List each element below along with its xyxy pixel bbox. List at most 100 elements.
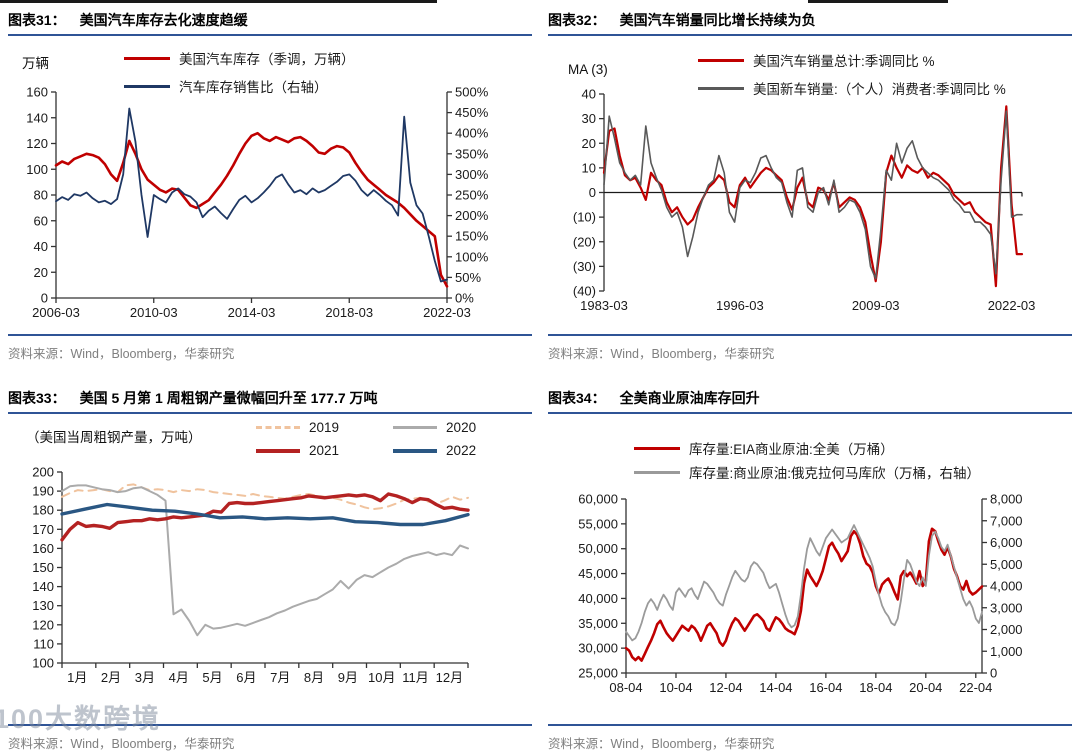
svg-text:12月: 12月 xyxy=(436,670,463,685)
left-axis-unit-label: 万辆 xyxy=(22,56,49,71)
chart-legend: 美国汽车销量总计:季调同比 % 美国新车销量:（个人）消费者:季调同比 % xyxy=(698,50,1006,106)
svg-text:11月: 11月 xyxy=(402,670,429,685)
chart-area: 0 20 40 60 80 100 120 140 160 0% 50% 100% 150% 200% 25… xyxy=(8,36,532,334)
legend-label: 美国汽车库存（季调，万辆） xyxy=(179,52,355,67)
svg-text:400%: 400% xyxy=(455,126,489,141)
svg-text:160: 160 xyxy=(32,541,54,556)
legend-item: 美国汽车销量总计:季调同比 % xyxy=(698,50,1006,70)
figure-title: 图表31： 美国汽车库存去化速度趋缓 xyxy=(8,6,532,36)
chart-area: 25,000 30,000 35,000 40,000 45,000 50,000 55,0… xyxy=(548,414,1072,724)
figure-31-us-auto-inventory: 图表31： 美国汽车库存去化速度趋缓 0 20 40 60 80 100 120 140 160 0… xyxy=(8,6,532,365)
figure-number: 图表31： xyxy=(8,12,66,28)
svg-text:1月: 1月 xyxy=(67,670,87,685)
chart-area: (40) (30) (20) (10) 0 10 20 30 40 1983-03 1996-03 2… xyxy=(548,36,1072,334)
svg-text:6月: 6月 xyxy=(236,670,256,685)
svg-text:120: 120 xyxy=(32,617,54,632)
svg-text:16-04: 16-04 xyxy=(809,680,842,695)
svg-text:1,000: 1,000 xyxy=(990,644,1023,659)
svg-text:45,000: 45,000 xyxy=(578,566,618,581)
figure-32-us-auto-sales-yoy: 图表32： 美国汽车销量同比增长持续为负 (40) (30) (20) (10) 0 10 2… xyxy=(548,6,1072,365)
svg-text:2022-03: 2022-03 xyxy=(423,305,471,320)
svg-text:130: 130 xyxy=(32,598,54,613)
axis-unit-label: （美国当周粗钢产量，万吨） xyxy=(26,430,202,445)
svg-text:250%: 250% xyxy=(455,188,489,203)
svg-text:80: 80 xyxy=(34,188,48,203)
source-note: 资料来源：Wind，Bloomberg，华泰研究 xyxy=(8,724,532,755)
legend-item: 库存量:商业原油:俄克拉何马库欣（万桶，右轴） xyxy=(634,462,980,482)
legend-line-red xyxy=(698,58,744,62)
svg-text:160: 160 xyxy=(26,85,48,100)
figure-number: 图表34： xyxy=(548,390,606,406)
legend-line-red xyxy=(634,446,680,450)
svg-text:10-04: 10-04 xyxy=(659,680,692,695)
figure-title: 图表34： 全美商业原油库存回升 xyxy=(548,384,1072,414)
chart-area: 100 110 120 130 140 150 160 170 180 190 200 1月 2月 3月 4… xyxy=(8,414,532,724)
legend-item: 汽车库存销售比（右轴） xyxy=(124,76,355,96)
svg-text:2010-03: 2010-03 xyxy=(130,305,178,320)
figure-title: 图表32： 美国汽车销量同比增长持续为负 xyxy=(548,6,1072,36)
figure-34-us-crude-oil-inventory: 图表34： 全美商业原油库存回升 25,000 30,000 35,000 40,000… xyxy=(548,384,1072,755)
svg-text:(40): (40) xyxy=(573,284,596,299)
legend-label: 2022 xyxy=(446,443,477,458)
source-text: 资料来源：Wind，Bloomberg，华泰研究 xyxy=(548,347,775,361)
svg-text:3月: 3月 xyxy=(135,670,155,685)
legend-line-navy xyxy=(124,84,170,88)
svg-text:140: 140 xyxy=(32,579,54,594)
page-top-divider-left xyxy=(0,0,437,3)
legend-label: 2020 xyxy=(446,420,477,435)
svg-text:170: 170 xyxy=(32,522,54,537)
legend-line-2021-red xyxy=(256,448,300,453)
svg-text:40,000: 40,000 xyxy=(578,591,618,606)
svg-text:55,000: 55,000 xyxy=(578,516,618,531)
svg-text:(10): (10) xyxy=(573,210,596,225)
svg-text:(20): (20) xyxy=(573,234,596,249)
svg-text:2月: 2月 xyxy=(101,670,121,685)
figure-title-text: 全美商业原油库存回升 xyxy=(619,390,760,406)
line-chart-auto-sales-yoy: (40) (30) (20) (10) 0 10 20 30 40 1983-03 1996-03 2… xyxy=(573,87,1036,314)
svg-text:4,000: 4,000 xyxy=(990,579,1023,594)
svg-text:7,000: 7,000 xyxy=(990,513,1023,528)
svg-text:2014-03: 2014-03 xyxy=(228,305,276,320)
svg-text:180: 180 xyxy=(32,503,54,518)
source-text: 资料来源：Wind，Bloomberg，华泰研究 xyxy=(8,347,235,361)
legend-item: 2019 xyxy=(256,420,339,435)
legend-line-red xyxy=(124,56,170,60)
svg-text:18-04: 18-04 xyxy=(859,680,892,695)
legend-item: 2022 xyxy=(393,443,476,458)
svg-text:14-04: 14-04 xyxy=(759,680,792,695)
line-chart-crude-inventory: 25,000 30,000 35,000 40,000 45,000 50,000 55,0… xyxy=(578,492,1023,696)
svg-text:0: 0 xyxy=(41,291,48,306)
svg-text:450%: 450% xyxy=(455,105,489,120)
figure-33-us-crude-steel-output: 图表33： 美国 5 月第 1 周粗钢产量微幅回升至 177.7 万吨 100 11… xyxy=(8,384,532,755)
source-text: 资料来源：Wind，Bloomberg，华泰研究 xyxy=(8,737,235,751)
svg-text:200: 200 xyxy=(32,465,54,480)
svg-text:110: 110 xyxy=(33,636,54,651)
svg-text:2018-03: 2018-03 xyxy=(325,305,373,320)
legend-item: 美国新车销量:（个人）消费者:季调同比 % xyxy=(698,78,1006,98)
chart-legend: 2019 2020 2021 2022 xyxy=(256,420,476,466)
svg-text:20-04: 20-04 xyxy=(909,680,942,695)
svg-text:2006-03: 2006-03 xyxy=(32,305,80,320)
page-top-divider-right xyxy=(808,0,948,3)
svg-text:140: 140 xyxy=(26,110,48,125)
svg-text:40: 40 xyxy=(34,239,48,254)
svg-text:20: 20 xyxy=(34,265,48,280)
legend-line-2022-blue xyxy=(393,448,438,453)
svg-text:4月: 4月 xyxy=(169,670,189,685)
legend-label: 汽车库存销售比（右轴） xyxy=(179,80,328,95)
legend-item: 美国汽车库存（季调，万辆） xyxy=(124,48,355,68)
legend-item: 库存量:EIA商业原油:全美（万桶） xyxy=(634,438,980,458)
svg-text:150%: 150% xyxy=(455,229,489,244)
svg-text:100: 100 xyxy=(26,162,48,177)
legend-label: 2019 xyxy=(309,420,340,435)
svg-text:190: 190 xyxy=(32,484,54,499)
figure-title-text: 美国汽车库存去化速度趋缓 xyxy=(79,12,248,28)
svg-text:1996-03: 1996-03 xyxy=(716,298,764,313)
svg-text:100%: 100% xyxy=(455,249,489,264)
legend-label: 美国汽车销量总计:季调同比 % xyxy=(753,54,935,69)
svg-text:200%: 200% xyxy=(455,208,489,223)
svg-text:8,000: 8,000 xyxy=(990,492,1023,507)
svg-text:40: 40 xyxy=(582,87,596,102)
svg-text:2022-03: 2022-03 xyxy=(988,298,1036,313)
svg-text:120: 120 xyxy=(26,136,48,151)
